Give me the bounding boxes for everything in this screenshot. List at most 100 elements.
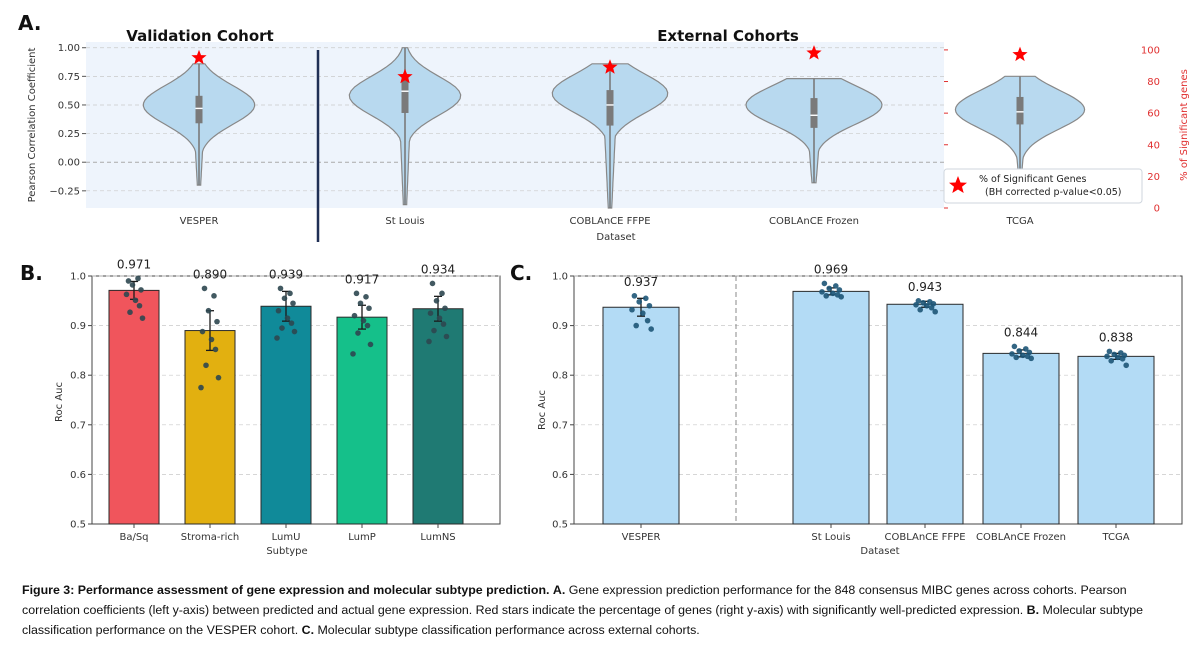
legend-label-line1: % of Significant Genes [979,174,1086,185]
y-tick-label: 0.8 [70,371,86,382]
panel-a-right-axis-label: % of Significant genes [1179,69,1190,181]
data-point-stroma-rich [199,328,206,335]
right-y-tick-label: 80 [1147,77,1160,88]
data-point-coblance-frozen [1013,354,1019,361]
data-point-stroma-rich [198,384,204,391]
y-tick-label: 0.5 [552,520,568,531]
data-point-st-louis [823,293,829,299]
data-point-tcga [1119,356,1126,362]
y-tick-label: 0.6 [70,470,86,481]
right-y-tick-label: 20 [1147,172,1160,183]
validation-cohort-title: Validation Cohort [126,27,273,45]
data-point-coblance-ffpe [924,302,930,309]
data-point-lumns [439,290,445,297]
data-point-tcga [1115,354,1121,361]
panel-c-y-ticks: 1.0 0.9 0.8 0.7 0.6 0.5 [552,272,574,531]
y-tick-label: −0.25 [49,186,80,197]
data-point-coblance-ffpe [917,306,923,313]
x-tick-label-tcga: TCGA [1101,532,1129,543]
figure-caption: Figure 3: Performance assessment of gene… [22,580,1182,640]
data-point-tcga [1108,358,1114,364]
panel-b-y-axis-label: Roc Auc [54,382,65,422]
panel-c-bars: 0.937 0.969 0.943 0.844 0.838 [602,262,1155,525]
caption-b-text: Molecular subtype classification perform… [22,603,1144,637]
legend-label-line2: (BH corrected p-value<0.05) [985,187,1122,198]
data-point-tcga [1123,362,1129,369]
y-tick-label: 1.0 [552,272,568,283]
x-tick-label-coblance-ffpe: COBLAnCE FFPE [569,216,650,227]
panel-a-x-axis-label: Dataset [596,232,635,243]
panel-b-x-axis-label: Subtype [266,546,307,557]
panel-b-x-ticks: Ba/Sq Stroma-rich LumU LumP LumNS [119,524,456,543]
y-tick-label: 1.00 [58,43,80,54]
data-point-coblance-ffpe [932,308,938,315]
data-point-lumu [279,325,285,331]
violin-iqr-box-vesper [195,95,203,124]
value-label-stroma-rich: 0.890 [193,267,227,281]
data-point-coblance-ffpe [928,304,935,311]
caption-a-text: Gene expression prediction performance f… [22,583,1127,617]
x-tick-label-tcga: TCGA [1005,216,1033,227]
data-point-stroma-rich [203,362,209,369]
data-point-lumns [426,338,432,345]
bar-coblance-frozen [982,352,1060,525]
x-tick-label-vesper: VESPER [622,532,661,543]
data-point-stroma-rich [208,336,215,343]
data-point-ba-sq [125,278,132,284]
data-point-lumns [440,321,447,327]
data-point-lumu [290,300,296,307]
data-point-lumns [427,310,434,317]
value-label-st-louis: 0.969 [814,262,848,276]
data-point-lump [351,312,358,319]
data-point-stroma-rich [211,293,217,299]
value-label-lumns: 0.934 [421,262,455,276]
data-point-st-louis [826,285,832,292]
panel-c: C. 1.0 0.9 0.8 0.7 0.6 0.5 0.937 0.969 0.943 0.8… [510,261,1183,557]
data-point-st-louis [838,294,844,300]
data-point-vesper [643,295,649,302]
y-tick-label: 1.0 [70,272,86,283]
data-point-vesper [640,310,646,317]
caption-c-label: C. [301,623,315,637]
x-tick-label-lumu: LumU [272,532,301,543]
x-tick-label-coblance-frozen: COBLAnCE Frozen [769,216,859,227]
data-point-coblance-ffpe [913,301,919,308]
value-label-lumu: 0.939 [269,267,303,281]
panel-b-bars: 0.971 0.890 0.939 0.917 0.934 [108,257,464,525]
right-y-tick-label: 60 [1147,109,1160,120]
right-y-tick-label: 0 [1154,204,1160,215]
value-label-coblance-frozen: 0.844 [1004,325,1038,339]
data-point-st-louis [830,290,836,297]
bar-stroma-rich [184,330,236,525]
data-point-stroma-rich [214,318,220,325]
data-point-tcga [1104,353,1110,360]
x-tick-label-coblance-frozen: COBLAnCE Frozen [976,532,1066,543]
data-point-lumu [288,320,295,326]
y-tick-label: 0.9 [552,321,568,332]
data-point-stroma-rich [201,285,208,292]
data-point-lumu [281,295,288,302]
data-point-ba-sq [132,297,139,304]
panel-b-y-ticks: 1.0 0.9 0.8 0.7 0.6 0.5 [70,272,92,531]
data-point-coblance-frozen [1009,351,1015,357]
data-point-lumns [436,315,443,321]
legend-star-icon [949,176,967,193]
data-point-ba-sq [136,302,143,309]
data-point-lumns [433,298,440,304]
value-label-lump: 0.917 [345,272,379,286]
figure-canvas: A. 1.000.750.500.250.00−0.25 10080604020… [18,11,1190,557]
x-tick-label-ba-sq: Ba/Sq [119,532,148,543]
value-label-ba-sq: 0.971 [117,257,151,271]
caption-title: Figure 3: Performance assessment of gene… [22,583,550,597]
data-point-lumu [291,328,298,335]
panel-a: A. 1.00 0.75 0.50 0.25 0.00 −0.25 100 80 60 40 20… [18,11,1190,243]
y-tick-label: 0.9 [70,321,86,332]
panel-a-x-ticks: VESPER St Louis COBLAnCE FFPE COBLAnCE Froz… [180,216,1034,227]
bar-vesper [602,306,680,525]
data-point-ba-sq [129,282,136,288]
data-point-lumu [275,307,282,314]
y-tick-label: 0.00 [58,158,80,169]
bar-ba-sq [108,289,160,525]
data-point-lump [350,351,356,357]
significance-star-vesper [191,49,207,65]
